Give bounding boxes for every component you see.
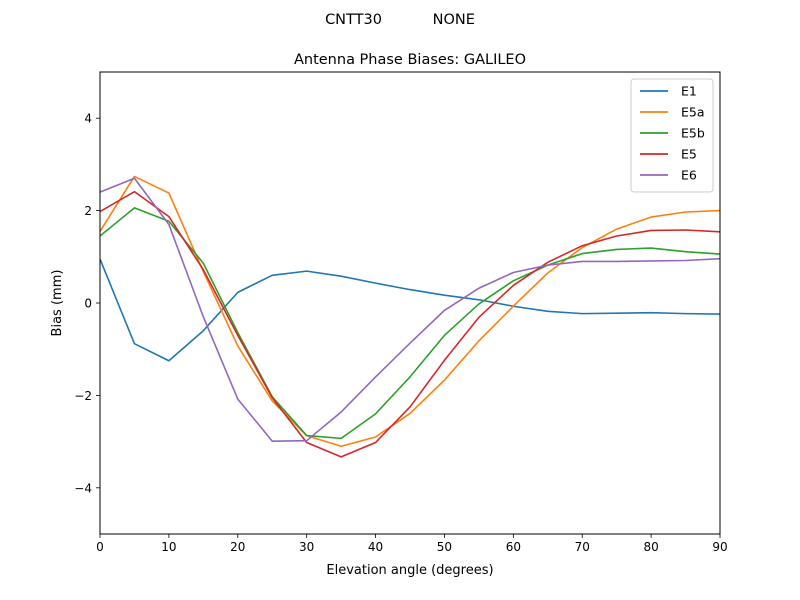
- x-tick-label: 10: [161, 540, 176, 554]
- x-tick-label: 30: [299, 540, 314, 554]
- series-line-e5b: [99, 207, 721, 440]
- x-tick-label: 90: [712, 540, 727, 554]
- x-tick-label: 50: [437, 540, 452, 554]
- y-tick-label: 4: [84, 112, 92, 126]
- x-tick-label: 80: [643, 540, 658, 554]
- legend-box: [630, 78, 714, 193]
- series-line-e1: [99, 258, 721, 362]
- x-axis-label: Elevation angle (degrees): [326, 563, 493, 578]
- y-tick-label: −2: [74, 389, 92, 403]
- legend-label-e1: E1: [681, 84, 697, 99]
- figure-suptitle: CNTT30 NONE: [325, 12, 475, 28]
- series-line-e6: [99, 177, 721, 442]
- plot-lines: [99, 175, 721, 458]
- series-line-e5a: [99, 175, 721, 448]
- chart-title: Antenna Phase Biases: GALILEO: [294, 52, 526, 68]
- x-tick-label: 70: [575, 540, 590, 554]
- legend: E1 E5a E5b E5 E6: [630, 78, 714, 193]
- x-tick-label: 40: [368, 540, 383, 554]
- x-tick-label: 60: [506, 540, 521, 554]
- y-tick-label: −4: [74, 481, 92, 495]
- legend-label-e6: E6: [681, 168, 697, 183]
- legend-label-e5a: E5a: [681, 105, 705, 120]
- y-axis-label: Bias (mm): [50, 270, 65, 337]
- x-tick-label: 0: [96, 540, 104, 554]
- x-tick-label: 20: [230, 540, 245, 554]
- legend-label-e5b: E5b: [681, 126, 705, 141]
- series-line-e5: [99, 190, 721, 458]
- y-tick-label: 2: [84, 204, 92, 218]
- x-axis-ticks: 0 10 20 30 40 50 60 70 80 90: [96, 534, 728, 554]
- y-tick-label: 0: [84, 297, 92, 311]
- y-axis-ticks: −4 −2 0 2 4: [74, 112, 100, 495]
- legend-label-e5: E5: [681, 147, 697, 162]
